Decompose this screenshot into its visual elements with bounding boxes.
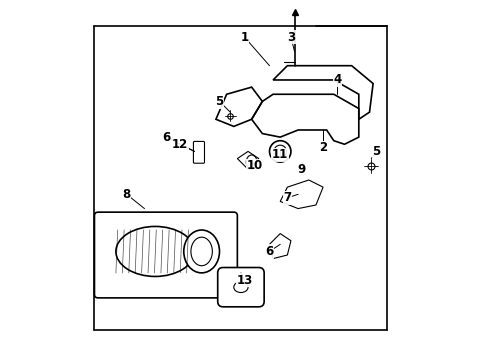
Ellipse shape	[273, 145, 286, 158]
Ellipse shape	[183, 230, 219, 273]
Text: 8: 8	[122, 188, 130, 201]
Text: 5: 5	[215, 95, 223, 108]
Text: 13: 13	[236, 274, 252, 287]
Text: 9: 9	[297, 163, 305, 176]
Ellipse shape	[190, 237, 212, 266]
Text: 6: 6	[162, 131, 170, 144]
Text: 3: 3	[286, 31, 294, 44]
Text: 4: 4	[332, 73, 341, 86]
FancyBboxPatch shape	[193, 141, 204, 163]
Text: 6: 6	[265, 245, 273, 258]
Text: 1: 1	[240, 31, 248, 44]
Text: 2: 2	[318, 141, 326, 154]
Text: 5: 5	[372, 145, 380, 158]
Text: 10: 10	[246, 159, 263, 172]
Ellipse shape	[116, 226, 194, 276]
Text: 7: 7	[283, 192, 291, 204]
Ellipse shape	[233, 282, 247, 293]
FancyBboxPatch shape	[94, 212, 237, 298]
Ellipse shape	[246, 155, 257, 169]
FancyBboxPatch shape	[217, 267, 264, 307]
Text: 12: 12	[172, 138, 188, 151]
Ellipse shape	[269, 141, 290, 162]
Text: 11: 11	[271, 148, 288, 162]
